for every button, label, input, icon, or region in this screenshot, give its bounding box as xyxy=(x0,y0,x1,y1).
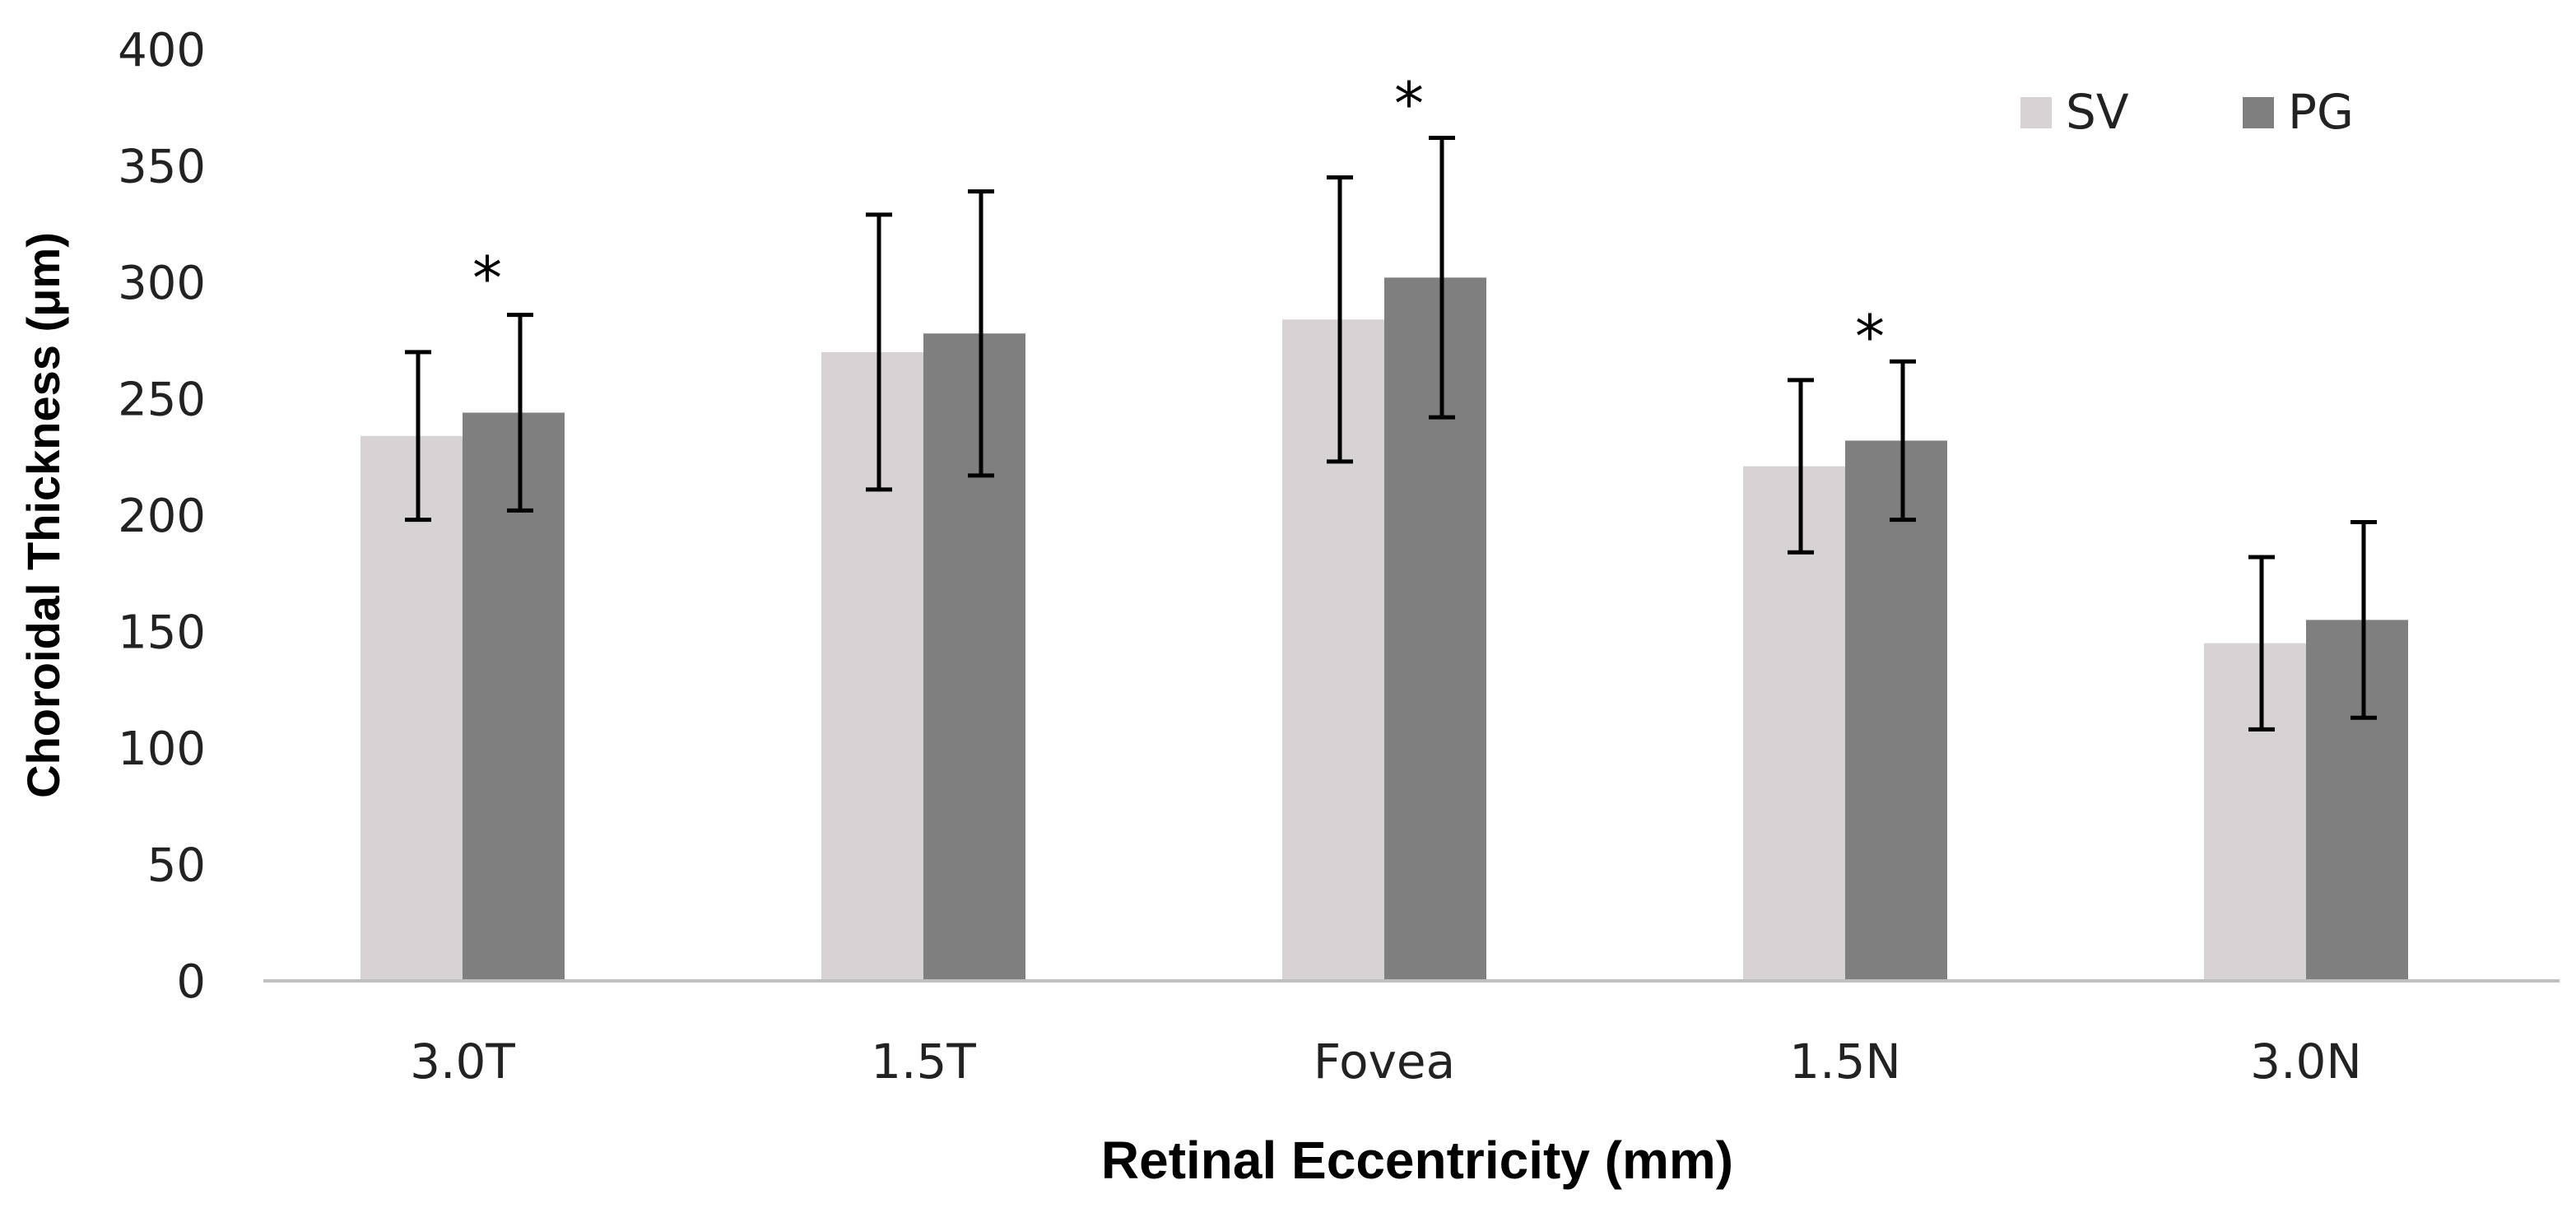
y-tick-label-400: 400 xyxy=(118,24,206,77)
legend-swatch-sv xyxy=(2020,97,2052,128)
bar-series xyxy=(360,277,2408,982)
y-tick-label-200: 200 xyxy=(118,490,206,543)
error-bar-sv-30t xyxy=(405,350,431,523)
bar-sv-fovea xyxy=(1282,319,1384,981)
x-tick-label-15t: 1.5T xyxy=(871,1034,976,1090)
error-bar-pg-15t xyxy=(968,189,994,478)
legend-label-sv: SV xyxy=(2066,84,2129,140)
bar-pg-15n xyxy=(1845,440,1947,981)
x-axis-title: Retinal Eccentricity (mm) xyxy=(1101,1131,1733,1190)
legend-item-sv: SV xyxy=(2020,84,2129,140)
error-bar-pg-15n xyxy=(1890,359,1916,523)
x-tick-label-30t: 3.0T xyxy=(410,1034,515,1090)
error-bar-pg-30t xyxy=(507,313,533,513)
error-bar-pg-fovea xyxy=(1429,136,1455,420)
y-tick-label-0: 0 xyxy=(176,955,206,1009)
bar-sv-15n xyxy=(1743,466,1845,981)
error-bar-sv-fovea xyxy=(1327,175,1353,464)
y-tick-label-250: 250 xyxy=(118,374,206,427)
legend: SV PG xyxy=(2020,84,2354,140)
bar-pg-30n xyxy=(2306,620,2408,981)
error-bar-sv-30n xyxy=(2248,555,2275,732)
bar-sv-30t xyxy=(360,435,463,981)
significance-markers: * * * xyxy=(472,69,1885,371)
x-tick-label-30n: 3.0N xyxy=(2250,1034,2362,1090)
bar-sv-15t xyxy=(821,351,923,981)
x-tick-label-fovea: Fovea xyxy=(1314,1034,1455,1090)
error-bar-sv-15t xyxy=(866,212,892,492)
y-axis-ticks: 0 50 100 150 200 250 300 350 400 xyxy=(118,24,206,1009)
error-bar-sv-15n xyxy=(1788,378,1814,555)
legend-swatch-pg xyxy=(2243,97,2274,128)
bar-sv-30n xyxy=(2204,643,2306,981)
y-tick-label-300: 300 xyxy=(118,257,206,310)
significance-marker-15n: * xyxy=(1855,302,1885,371)
error-bars xyxy=(405,136,2377,732)
y-tick-label-50: 50 xyxy=(147,839,206,893)
error-bar-pg-30n xyxy=(2350,519,2377,720)
significance-marker-fovea: * xyxy=(1394,69,1424,138)
bar-pg-30t xyxy=(463,412,565,982)
y-axis-title: Choroidal Thickness (μm) xyxy=(17,232,69,798)
legend-item-pg: PG xyxy=(2243,84,2354,140)
y-tick-label-100: 100 xyxy=(118,722,206,776)
bar-pg-fovea xyxy=(1384,277,1486,982)
y-tick-label-150: 150 xyxy=(118,606,206,660)
significance-marker-30t: * xyxy=(472,244,502,313)
x-axis-ticks: 3.0T 1.5T Fovea 1.5N 3.0N xyxy=(410,1034,2362,1090)
x-tick-label-15n: 1.5N xyxy=(1789,1034,1901,1090)
bar-pg-15t xyxy=(923,333,1025,981)
y-tick-label-350: 350 xyxy=(118,141,206,194)
legend-label-pg: PG xyxy=(2288,84,2354,140)
